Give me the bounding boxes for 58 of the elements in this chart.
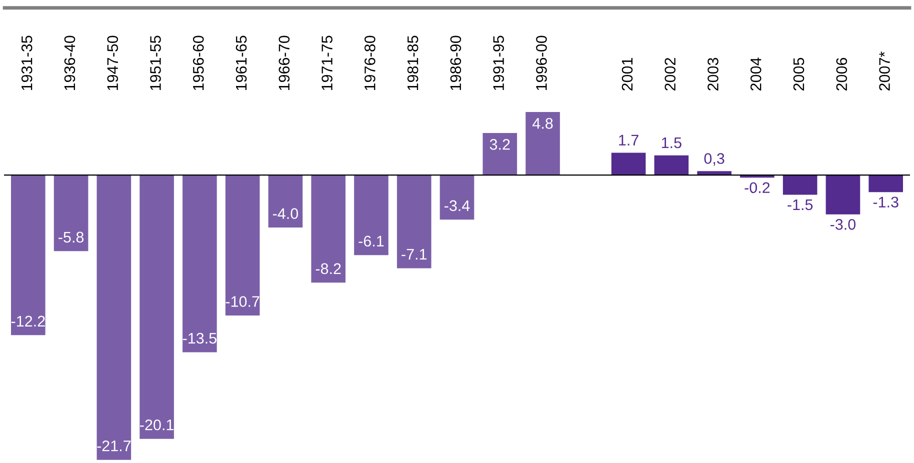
bar (868, 175, 903, 192)
bar (782, 175, 818, 195)
data-label: -8.2 (316, 263, 341, 274)
bar (526, 112, 560, 176)
x-tick-label: 1996-00 (536, 36, 547, 90)
x-tick-label: 1951-55 (150, 36, 161, 90)
data-label: -13.5 (182, 332, 216, 344)
data-label: -12.2 (11, 316, 45, 326)
bar (225, 175, 260, 316)
bar (268, 175, 303, 228)
x-tick-label: 2001 (622, 58, 633, 90)
x-tick-label: 1961-65 (236, 36, 247, 90)
x-tick-label: 1956-60 (192, 36, 204, 90)
x-tick-label: 2005 (793, 58, 804, 90)
bar (482, 133, 518, 176)
x-tick-label: 2007* (879, 52, 890, 90)
bar (54, 175, 88, 252)
data-label: -3.0 (830, 219, 856, 230)
x-tick-label: 1976-80 (364, 36, 376, 90)
bar (826, 175, 860, 214)
data-label: 4.8 (532, 118, 553, 129)
x-tick-label: 1986-90 (450, 36, 462, 90)
x-tick-label: 1936-40 (64, 36, 76, 90)
data-label: 1.5 (662, 138, 682, 148)
bar (440, 175, 474, 220)
x-tick-label: 1991-95 (493, 36, 504, 90)
x-tick-label: 1966-70 (278, 36, 290, 90)
data-label: 1.7 (619, 134, 638, 146)
x-tick-label: 2004 (750, 58, 762, 90)
data-label: -4.0 (272, 208, 298, 219)
bar (140, 175, 174, 439)
x-tick-label: 2002 (664, 58, 676, 90)
bar (311, 175, 346, 283)
x-tick-label: 2003 (708, 58, 718, 90)
data-label: 3.2 (490, 139, 510, 150)
data-label: -20.1 (140, 419, 174, 430)
bar (354, 175, 388, 256)
data-label: -0.2 (744, 182, 770, 194)
bar (396, 175, 432, 268)
x-tick-label: 1971-75 (322, 36, 332, 90)
data-label: -21.7 (97, 440, 131, 452)
data-label: -7.1 (402, 249, 427, 260)
data-label: -6.1 (358, 236, 384, 247)
data-label: 0,3 (704, 153, 724, 166)
data-label: -5.8 (58, 232, 84, 243)
bar (611, 152, 646, 176)
bar (11, 175, 46, 336)
bar (654, 155, 689, 176)
x-tick-label: 1981-85 (407, 36, 418, 90)
bar (96, 175, 132, 460)
data-label: -10.7 (226, 296, 260, 307)
data-label: -3.4 (444, 200, 470, 212)
x-tick-label: 1947-50 (107, 36, 118, 90)
bar (182, 175, 217, 352)
x-tick-label: 2006 (836, 58, 848, 90)
x-tick-label: 1931-35 (21, 36, 32, 90)
data-label: -1.5 (788, 199, 813, 210)
data-label: -1.3 (873, 196, 898, 208)
